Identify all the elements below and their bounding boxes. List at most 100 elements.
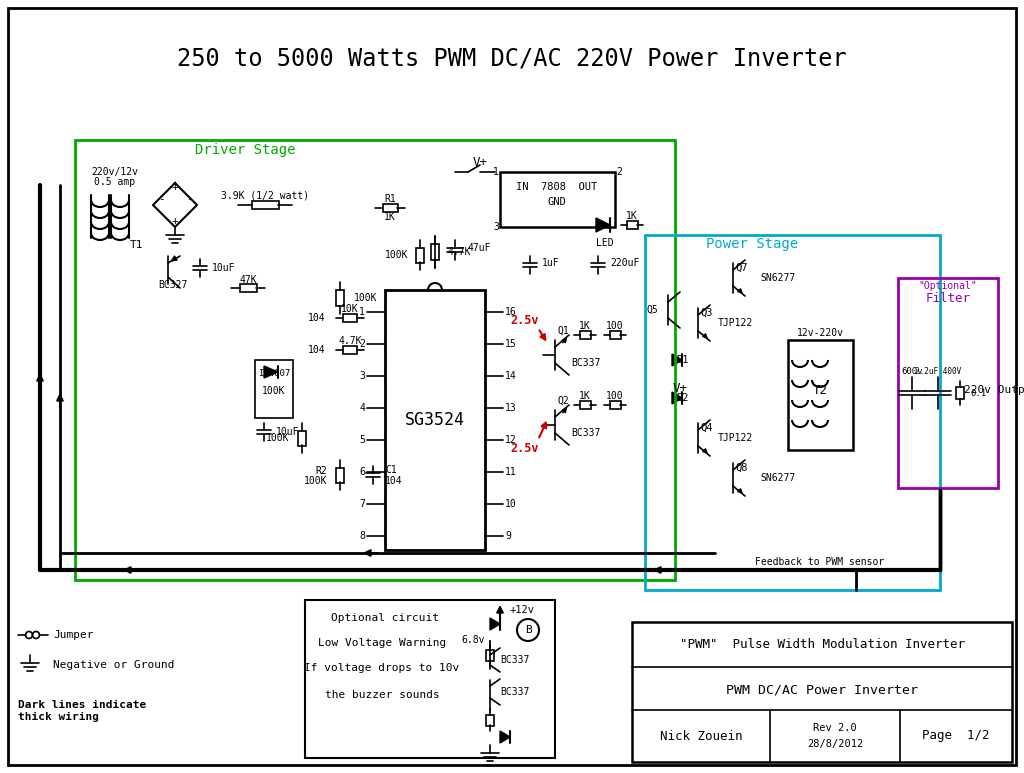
Text: Jumper: Jumper [53, 630, 93, 640]
Text: 1K: 1K [626, 211, 638, 221]
Text: 6.8v: 6.8v [462, 635, 485, 645]
Text: Q5: Q5 [646, 305, 658, 315]
Text: +: + [172, 216, 178, 226]
Text: Rev 2.0: Rev 2.0 [813, 723, 857, 733]
Text: BC337: BC337 [571, 428, 600, 438]
Text: SN6277: SN6277 [760, 473, 796, 483]
Text: 3.9K (1/2 watt): 3.9K (1/2 watt) [221, 191, 309, 201]
Text: 6: 6 [359, 467, 365, 477]
Text: Negative or Ground: Negative or Ground [53, 660, 174, 670]
Text: Power Stage: Power Stage [706, 237, 798, 251]
Text: Q3: Q3 [700, 308, 713, 318]
Text: R2: R2 [315, 466, 327, 476]
Text: SN6277: SN6277 [760, 273, 796, 283]
Text: 104: 104 [308, 313, 326, 323]
Text: BC337: BC337 [500, 655, 529, 665]
Text: the buzzer sounds: the buzzer sounds [325, 690, 439, 700]
Bar [500, 172, 615, 227]
Text: +: + [172, 182, 178, 192]
Polygon shape [490, 618, 500, 630]
Text: GND: GND [548, 197, 566, 207]
Text: Q8: Q8 [735, 463, 748, 473]
Bar [632, 622, 1012, 762]
Text: 100K: 100K [354, 293, 378, 303]
Bar [252, 201, 279, 209]
Text: BC337: BC337 [571, 358, 600, 368]
Bar [383, 204, 398, 212]
Text: Nick Zouein: Nick Zouein [659, 730, 742, 743]
Text: 15: 15 [505, 339, 517, 349]
Text: TJP122: TJP122 [718, 318, 754, 328]
Bar [627, 221, 638, 229]
Bar [431, 244, 439, 260]
Bar [240, 284, 257, 292]
Text: "PWM"  Pulse Width Modulation Inverter: "PWM" Pulse Width Modulation Inverter [680, 638, 965, 651]
Polygon shape [264, 366, 278, 378]
Text: Q4: Q4 [700, 423, 713, 433]
Bar [645, 235, 940, 590]
Polygon shape [672, 354, 682, 366]
Text: Optional circuit: Optional circuit [331, 613, 439, 623]
Bar [898, 278, 998, 488]
Text: 2.5v: 2.5v [511, 441, 540, 455]
Bar [788, 340, 853, 450]
Text: 13: 13 [505, 403, 517, 413]
Bar [580, 331, 591, 339]
Text: 47K: 47K [240, 275, 257, 285]
Text: 3: 3 [359, 371, 365, 381]
Polygon shape [672, 392, 682, 404]
Text: 600v: 600v [901, 367, 923, 376]
Text: 2: 2 [616, 167, 622, 177]
Text: 4.7K: 4.7K [447, 247, 470, 257]
Text: 12: 12 [505, 435, 517, 445]
Text: C1: C1 [385, 465, 396, 475]
Text: V+: V+ [673, 382, 687, 394]
Text: Q1: Q1 [557, 326, 568, 336]
Bar [75, 140, 675, 580]
Text: IN4007: IN4007 [258, 369, 290, 379]
Bar [956, 387, 964, 399]
Bar [385, 290, 485, 550]
Text: 5: 5 [359, 435, 365, 445]
Text: If voltage drops to 10v: If voltage drops to 10v [304, 663, 460, 673]
Bar [580, 401, 591, 409]
Text: "Optional": "Optional" [919, 281, 977, 291]
Text: 100K: 100K [303, 476, 327, 486]
Text: 4.7K: 4.7K [338, 336, 361, 346]
Text: 0.1: 0.1 [970, 389, 986, 397]
Text: 100K: 100K [384, 250, 408, 260]
Bar [336, 290, 344, 306]
Text: SG3524: SG3524 [406, 411, 465, 429]
Text: 1: 1 [494, 167, 499, 177]
Text: Feedback to PWM sensor: Feedback to PWM sensor [755, 557, 885, 567]
Bar [255, 360, 293, 418]
Text: Page  1/2: Page 1/2 [923, 730, 990, 743]
Text: 220v/12v: 220v/12v [91, 167, 138, 177]
Text: 0.5 amp: 0.5 amp [94, 177, 135, 187]
Text: B: B [524, 625, 531, 635]
Text: 1K: 1K [384, 212, 396, 222]
Text: 1K: 1K [580, 321, 591, 331]
Text: D1: D1 [676, 355, 688, 365]
Text: 9: 9 [505, 531, 511, 541]
Text: Driver Stage: Driver Stage [195, 143, 296, 157]
Text: 10K: 10K [341, 304, 358, 314]
Bar [343, 346, 357, 354]
Bar [610, 401, 621, 409]
Text: 3: 3 [494, 222, 499, 232]
Text: 2.5v: 2.5v [511, 314, 540, 326]
Text: 104: 104 [385, 476, 402, 486]
Text: R1: R1 [384, 194, 396, 204]
Text: 1: 1 [359, 307, 365, 317]
Text: 100K: 100K [262, 386, 286, 396]
Text: 220uF: 220uF [610, 258, 639, 268]
Text: T1: T1 [130, 240, 143, 250]
Text: Low Voltage Warning: Low Voltage Warning [317, 638, 446, 648]
Bar [486, 650, 494, 661]
Text: 1K: 1K [580, 391, 591, 401]
Text: Filter: Filter [926, 291, 971, 305]
Text: 47uF: 47uF [467, 243, 490, 253]
Text: 1uF: 1uF [542, 258, 560, 268]
Text: 10uF: 10uF [276, 427, 299, 437]
Text: 2: 2 [359, 339, 365, 349]
